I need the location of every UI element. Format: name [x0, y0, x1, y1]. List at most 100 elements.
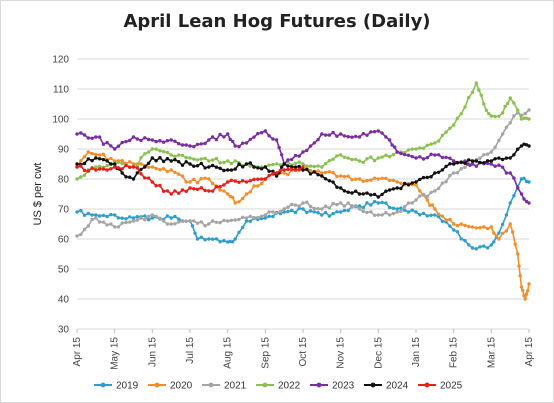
legend-marker-2023 [316, 382, 322, 388]
data-point-2022 [308, 164, 313, 168]
data-point-2019 [308, 209, 313, 213]
data-point-2023 [158, 139, 162, 143]
data-point-2024 [387, 188, 392, 192]
data-point-2021 [278, 209, 283, 214]
data-point-2020 [494, 234, 499, 238]
data-point-2021 [210, 219, 215, 223]
data-point-2024 [297, 164, 301, 169]
data-point-2023 [82, 133, 87, 137]
data-point-2023 [86, 136, 91, 140]
data-point-2019 [406, 210, 411, 214]
data-point-2019 [82, 213, 87, 217]
data-point-2024 [263, 165, 267, 169]
data-point-2019 [218, 240, 222, 244]
data-point-2022 [387, 155, 392, 159]
data-point-2022 [425, 143, 429, 147]
legend-marker-2021 [208, 382, 214, 388]
data-point-2020 [440, 214, 445, 218]
data-point-2024 [470, 159, 475, 163]
data-point-2019 [233, 237, 237, 241]
data-point-2023 [390, 143, 394, 147]
data-point-2024 [489, 159, 493, 163]
data-point-2025 [290, 167, 294, 171]
data-point-2023 [346, 135, 350, 139]
data-point-2022 [522, 116, 526, 120]
data-point-2023 [231, 139, 235, 144]
data-point-2025 [105, 168, 109, 172]
data-point-2024 [436, 170, 441, 174]
data-point-2022 [376, 156, 380, 160]
data-point-2019 [482, 244, 486, 248]
data-point-2025 [226, 180, 230, 184]
data-point-2021 [361, 209, 365, 214]
data-point-2020 [203, 176, 207, 180]
data-point-2024 [312, 170, 316, 174]
data-point-2023 [331, 130, 335, 135]
data-point-2022 [467, 95, 471, 100]
data-point-2022 [301, 162, 305, 166]
data-point-2020 [82, 155, 87, 159]
data-point-2020 [180, 174, 185, 178]
data-point-2022 [320, 165, 324, 169]
data-point-2019 [527, 180, 531, 184]
data-point-2021 [199, 220, 203, 224]
data-point-2024 [267, 169, 271, 173]
data-point-2019 [316, 211, 320, 215]
data-point-2020 [459, 222, 463, 226]
data-point-2022 [192, 157, 196, 161]
data-point-2022 [479, 93, 483, 98]
data-point-2023 [504, 171, 509, 175]
data-point-2021 [173, 222, 177, 226]
data-point-2023 [210, 135, 215, 139]
legend-marker-2025 [424, 382, 430, 388]
data-point-2024 [380, 192, 384, 197]
data-point-2022 [436, 139, 441, 143]
data-point-2025 [180, 188, 185, 192]
data-point-2021 [256, 215, 260, 220]
data-point-2024 [508, 156, 512, 160]
data-point-2024 [237, 162, 241, 166]
data-point-2019 [474, 247, 478, 251]
data-point-2020 [195, 181, 200, 185]
data-point-2020 [376, 177, 380, 181]
data-point-2023 [154, 139, 158, 144]
data-point-2021 [342, 204, 347, 208]
data-point-2021 [512, 114, 516, 118]
data-point-2024 [497, 156, 501, 160]
data-point-2024 [105, 159, 109, 163]
data-point-2022 [380, 155, 384, 159]
data-point-2024 [150, 156, 154, 160]
data-point-2020 [436, 212, 441, 216]
data-point-2019 [380, 200, 384, 205]
data-point-2022 [143, 152, 147, 156]
data-point-2019 [504, 213, 509, 217]
data-point-2020 [109, 156, 113, 161]
data-point-2023 [124, 139, 128, 144]
data-point-2023 [195, 142, 200, 147]
data-point-2022 [459, 112, 463, 116]
data-point-2021 [429, 190, 433, 195]
data-point-2020 [357, 177, 362, 181]
data-point-2024 [406, 183, 411, 187]
data-point-2023 [222, 135, 226, 139]
data-point-2023 [365, 133, 369, 137]
y-tick-label: 40 [58, 295, 70, 306]
data-point-2019 [421, 211, 426, 215]
data-point-2023 [75, 132, 79, 136]
data-point-2020 [354, 177, 358, 181]
data-point-2022 [116, 160, 121, 165]
data-point-2020 [79, 159, 83, 163]
data-point-2023 [277, 145, 281, 150]
data-point-2021 [523, 111, 527, 116]
data-point-2024 [109, 162, 113, 166]
data-point-2024 [350, 191, 354, 195]
data-point-2023 [335, 134, 339, 138]
data-point-2020 [430, 203, 434, 207]
data-point-2023 [354, 134, 358, 139]
legend-label-2025: 2025 [440, 381, 463, 392]
data-point-2020 [474, 226, 478, 230]
data-point-2021 [482, 153, 486, 157]
x-tick-label: Oct 15 [298, 337, 309, 367]
data-point-2023 [131, 135, 136, 139]
data-point-2022 [139, 156, 143, 160]
